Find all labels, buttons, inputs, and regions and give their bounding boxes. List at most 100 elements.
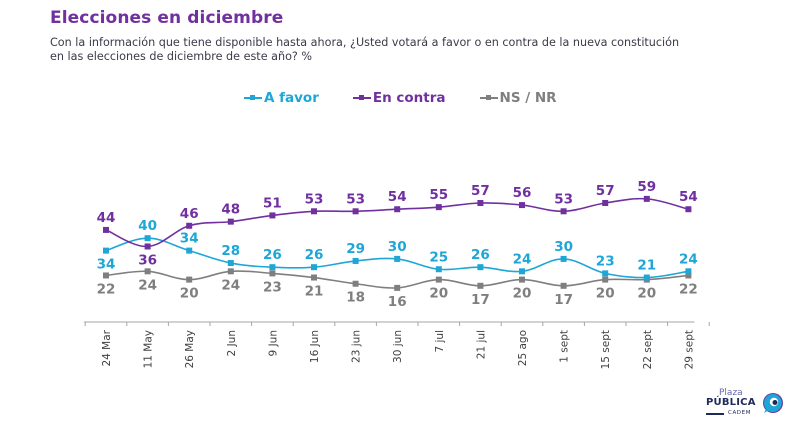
data-label-a-favor: 34 [97,257,116,273]
data-label-ns-nr: 16 [388,294,407,310]
data-label-en-contra: 57 [596,183,615,199]
logo-underline [706,413,724,415]
data-point-ns-nr[interactable] [311,274,317,281]
data-point-a-favor[interactable] [685,268,692,275]
subtitle-line-2: en las elecciones de diciembre de este a… [50,50,313,63]
data-point-a-favor[interactable] [352,257,359,264]
x-tick-label: 7 jul [434,330,446,353]
data-point-a-favor[interactable] [643,274,650,281]
data-point-en-contra[interactable] [602,200,609,207]
data-point-a-favor[interactable] [477,264,484,271]
data-label-a-favor: 21 [637,258,656,274]
chart-subtitle: Con la información que tiene disponible … [50,36,750,64]
data-label-ns-nr: 24 [138,277,157,293]
data-label-en-contra: 54 [388,189,407,205]
data-point-ns-nr[interactable] [685,272,692,279]
legend-item-en-contra[interactable]: En contra [352,90,446,106]
data-label-ns-nr: 20 [180,286,199,302]
data-label-a-favor: 23 [596,253,615,269]
legend-label-a-favor: A favor [264,90,319,106]
data-point-en-contra[interactable] [560,208,567,215]
x-tick-label: 21 jul [475,330,487,359]
legend-label-en-contra: En contra [372,90,446,106]
x-axis: 24 Mar 11 May 26 May 2 Jun 9 Jun 16 Jun 23 jun… [84,321,710,369]
data-point-a-favor[interactable] [186,247,193,254]
legend-marker-ns-nr [479,95,498,100]
speech-bubble-logo-icon [763,393,783,413]
data-label-en-contra: 54 [679,189,698,205]
data-point-en-contra[interactable] [311,208,317,215]
data-label-a-favor: 30 [554,239,573,255]
data-label-a-favor: 34 [180,231,199,247]
data-label-ns-nr: 17 [471,292,490,308]
data-label-en-contra: 36 [138,252,157,268]
data-label-ns-nr: 18 [346,290,365,306]
data-point-a-favor[interactable] [103,247,109,254]
data-point-ns-nr[interactable] [394,284,401,291]
data-point-en-contra[interactable] [352,208,359,215]
data-label-a-favor: 30 [388,239,407,255]
data-label-ns-nr: 20 [637,286,656,302]
data-point-ns-nr[interactable] [103,272,109,279]
data-label-en-contra: 44 [97,210,116,226]
data-point-a-favor[interactable] [269,264,276,271]
data-point-en-contra[interactable] [227,218,234,225]
x-tick-label: 24 Mar [101,329,113,366]
data-point-a-favor[interactable] [602,270,609,277]
data-point-a-favor[interactable] [144,235,151,242]
data-point-a-favor[interactable] [560,255,567,262]
data-point-en-contra[interactable] [435,204,442,211]
legend-item-a-favor[interactable]: A favor [244,90,319,106]
legend-item-ns-nr[interactable]: NS / NR [479,90,557,106]
data-label-ns-nr: 24 [221,277,240,293]
data-label-a-favor: 28 [221,243,240,259]
data-label-en-contra: 48 [221,202,240,218]
data-point-ns-nr[interactable] [227,268,234,275]
x-tick-label: 1 sept [559,330,571,363]
data-point-ns-nr[interactable] [352,280,359,287]
chart-title: Elecciones en diciembre [50,8,284,28]
data-point-en-contra[interactable] [519,202,525,209]
data-point-en-contra[interactable] [643,195,650,202]
data-point-a-favor[interactable] [394,255,401,262]
data-point-en-contra[interactable] [186,222,193,229]
data-label-en-contra: 53 [305,191,324,207]
x-tick-label: 26 May [184,330,196,368]
data-label-ns-nr: 17 [554,292,573,308]
logo-text-cadem: CADEM [728,410,752,416]
data-point-en-contra[interactable] [144,243,151,250]
data-point-ns-nr[interactable] [269,270,276,277]
data-point-ns-nr[interactable] [435,276,442,283]
data-point-a-favor[interactable] [227,260,234,267]
data-point-en-contra[interactable] [477,200,484,207]
data-point-a-favor[interactable] [519,268,525,275]
data-point-ns-nr[interactable] [602,276,609,283]
x-tick-label: 16 Jun [309,330,321,363]
data-point-en-contra[interactable] [394,206,401,213]
x-tick-label: 30 jun [392,330,404,363]
data-point-ns-nr[interactable] [186,276,193,283]
data-point-en-contra[interactable] [269,212,276,219]
x-tick-label: 11 May [143,330,155,368]
data-label-a-favor: 24 [513,251,532,267]
data-point-ns-nr[interactable] [477,282,484,289]
data-label-a-favor: 40 [138,218,157,234]
x-tick-label: 23 jun [351,330,363,363]
data-point-en-contra[interactable] [685,206,692,213]
data-label-a-favor: 26 [305,247,324,263]
data-point-ns-nr[interactable] [560,282,567,289]
data-point-ns-nr[interactable] [144,268,151,275]
data-point-ns-nr[interactable] [519,276,525,283]
legend-label-ns-nr: NS / NR [499,90,557,106]
x-tick-label: 29 sept [683,330,695,369]
subtitle-line-1: Con la información que tiene disponible … [50,36,680,49]
data-labels: 34 40 34 28 26 26 29 30 25 26 24 30 23 21 24 44 36 46 48 51… [97,179,698,310]
data-label-a-favor: 29 [346,241,365,257]
legend-marker-en-contra [352,95,371,100]
data-point-a-favor[interactable] [311,264,317,271]
data-label-ns-nr: 22 [679,281,698,297]
data-label-en-contra: 53 [554,191,573,207]
data-point-en-contra[interactable] [103,226,109,233]
series-layer [103,195,692,291]
data-point-a-favor[interactable] [435,266,442,273]
